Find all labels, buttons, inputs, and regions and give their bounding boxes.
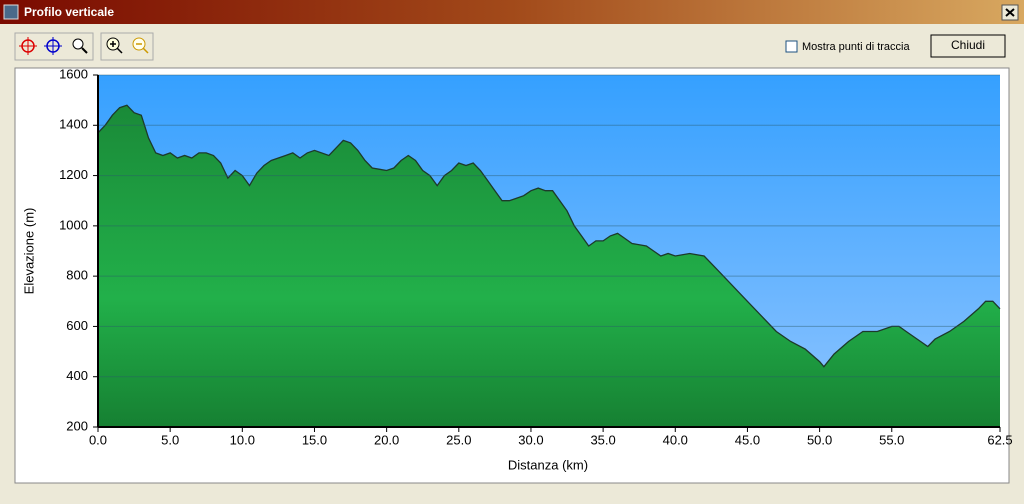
y-tick-label: 200 [66,418,88,433]
zoom-area[interactable] [72,38,88,54]
x-tick-label: 5.0 [161,432,179,447]
y-tick-label: 1200 [59,167,88,182]
x-tick-label: 10.0 [230,432,255,447]
checkbox[interactable] [785,40,798,53]
y-tick-label: 600 [66,318,88,333]
zoom-in[interactable] [106,37,123,54]
crosshair-blue[interactable] [44,37,62,55]
toolbar [14,32,154,61]
elevation-line [97,104,1001,368]
x-axis-label: Distanza (km) [508,457,588,472]
close-button[interactable] [1001,4,1019,21]
y-tick-label: 400 [66,368,88,383]
y-tick-label: 1400 [59,117,88,132]
x-tick-label: 15.0 [302,432,327,447]
x-tick-label: 45.0 [735,432,760,447]
window-title: Profilo verticale [24,5,114,19]
zoom-out[interactable] [132,37,149,54]
title-bar [0,0,1024,24]
x-tick-label: 30.0 [518,432,543,447]
y-tick-label: 800 [66,268,88,283]
button-label: Chiudi [951,38,985,52]
y-axis-label: Elevazione (m) [21,208,36,295]
x-tick-label: 35.0 [590,432,615,447]
crosshair-red[interactable] [19,37,37,55]
elevation-area [98,105,1000,427]
checkbox-label: Mostra punti di traccia [802,41,910,53]
x-tick-label: 0.0 [89,432,107,447]
x-tick-label: 62.5 [987,432,1012,447]
x-tick-label: 25.0 [446,432,471,447]
x-tick-label: 50.0 [807,432,832,447]
x-tick-label: 40.0 [663,432,688,447]
app-icon [3,4,19,20]
x-tick-label: 55.0 [879,432,904,447]
x-tick-label: 20.0 [374,432,399,447]
close-dialog-button[interactable]: Chiudi [930,34,1006,58]
y-tick-label: 1000 [59,217,88,232]
y-tick-label: 1600 [59,66,88,81]
